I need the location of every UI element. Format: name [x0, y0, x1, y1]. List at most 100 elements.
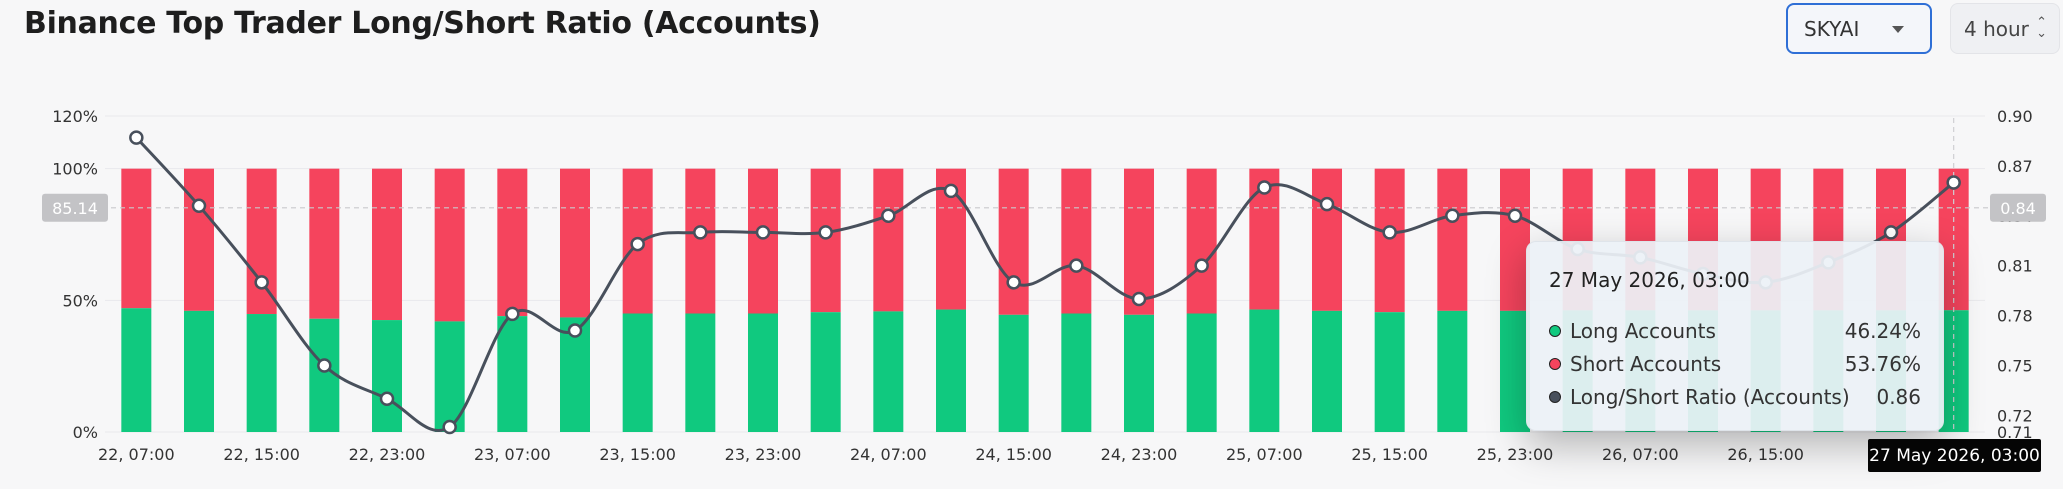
ratio-point: [1507, 208, 1523, 224]
short-bar: [246, 168, 277, 315]
long-bar: [1186, 313, 1217, 432]
long-bar: [998, 314, 1029, 432]
symbol-select[interactable]: SKYAI: [1786, 3, 1932, 54]
ratio-point: [442, 419, 457, 435]
ratio-point: [505, 306, 520, 322]
short-bar: [184, 168, 214, 311]
long-bar: [121, 308, 152, 432]
x-axis-tick: 23, 23:00: [725, 445, 802, 464]
ratio-point: [693, 225, 708, 240]
long-bar: [1374, 312, 1405, 432]
tooltip-row-short: Short Accounts 53.76%: [1549, 347, 1921, 380]
x-axis-tick: 25, 15:00: [1351, 445, 1428, 464]
tooltip-ratio-value: 0.86: [1876, 384, 1921, 409]
x-axis-tick: 25, 23:00: [1477, 445, 1554, 464]
left-axis-tick: 120%: [52, 107, 98, 126]
ratio-point: [1946, 175, 1961, 190]
x-axis-tick: 24, 07:00: [850, 445, 927, 464]
long-bar: [1312, 310, 1342, 432]
symbol-select-value: SKYAI: [1804, 16, 1860, 41]
right-axis-tick: 0.90: [1997, 107, 2033, 126]
long-bar: [1500, 310, 1530, 432]
right-ref-badge-label: 0.84: [2000, 199, 2036, 218]
short-bar: [1500, 168, 1530, 311]
x-axis-tick: 22, 15:00: [223, 445, 300, 464]
left-axis-tick: 100%: [52, 160, 98, 179]
short-bar: [1061, 168, 1092, 314]
updown-arrows-icon: ⌃ ⌄: [2036, 15, 2047, 41]
tooltip-short-label: Short Accounts: [1570, 351, 1722, 376]
long-bar: [748, 313, 778, 432]
short-bar: [1124, 168, 1154, 315]
short-bar: [121, 168, 152, 309]
tooltip-long-label: Long Accounts: [1570, 318, 1716, 343]
right-axis-tick: 0.75: [1997, 356, 2033, 375]
ratio-point: [1382, 225, 1397, 240]
tooltip-row-long: Long Accounts 46.24%: [1549, 314, 1921, 347]
tooltip-row-ratio: Long/Short Ratio (Accounts) 0.86: [1549, 380, 1921, 413]
left-ref-badge-label: 85.14: [52, 199, 98, 218]
long-bar: [497, 316, 528, 432]
short-bar: [810, 168, 841, 313]
short-bar: [560, 168, 590, 318]
short-bar: [1374, 168, 1405, 313]
x-axis-tick: 22, 07:00: [98, 445, 175, 464]
long-bar: [622, 313, 653, 432]
long-bar: [685, 313, 716, 432]
ratio-dot-icon: [1549, 390, 1561, 403]
x-axis-tick: 23, 07:00: [474, 445, 551, 464]
short-bar: [1437, 168, 1468, 311]
tooltip-short-value: 53.76%: [1844, 351, 1921, 376]
left-ref-badge: [42, 193, 108, 222]
long-bar: [936, 309, 966, 432]
ratio-point: [1257, 180, 1272, 195]
ratio-point: [1006, 275, 1021, 290]
right-axis-tick: 0.81: [1997, 257, 2033, 276]
tooltip-long-value: 46.24%: [1844, 318, 1921, 343]
ratio-point: [755, 225, 771, 240]
x-axis-tick: 23, 15:00: [599, 445, 676, 464]
x-axis-tick: 22, 23:00: [349, 445, 426, 464]
ratio-point: [1445, 208, 1460, 224]
ratio-point: [1194, 258, 1209, 273]
ratio-point: [1319, 196, 1335, 212]
ratio-point: [129, 130, 144, 145]
tooltip-title: 27 May 2026, 03:00: [1549, 268, 1750, 292]
chart-tooltip: 27 May 2026, 03:00 Long Accounts 46.24% …: [1526, 241, 1944, 431]
ratio-point: [818, 225, 833, 240]
ratio-point: [630, 236, 645, 252]
ratio-point: [881, 208, 896, 224]
page-title: Binance Top Trader Long/Short Ratio (Acc…: [24, 6, 821, 41]
right-axis-tick: 0.87: [1997, 157, 2033, 176]
long-bar: [873, 311, 904, 432]
long-bar: [246, 314, 277, 432]
long-bar: [372, 320, 402, 432]
short-bar: [748, 168, 778, 314]
x-axis-tick: 26, 15:00: [1727, 445, 1804, 464]
ratio-point: [254, 275, 269, 290]
short-bar: [372, 168, 402, 321]
interval-select-value: 4 hour: [1964, 16, 2029, 41]
ratio-point: [317, 358, 332, 373]
short-bar: [998, 168, 1029, 315]
short-bar: [685, 168, 716, 314]
right-ref-badge: [1990, 193, 2046, 222]
ratio-point: [1131, 291, 1147, 307]
interval-select[interactable]: 4 hour ⌃ ⌄: [1950, 3, 2060, 54]
x-axis-tick: 24, 23:00: [1101, 445, 1178, 464]
right-axis-tick: 0.71: [1997, 423, 2033, 442]
ratio-point: [379, 391, 395, 406]
left-axis-tick: 50%: [62, 291, 98, 310]
ratio-point: [943, 183, 959, 199]
x-axis-tick: 26, 07:00: [1602, 445, 1679, 464]
x-axis-tick: 24, 15:00: [975, 445, 1052, 464]
ratio-point: [1069, 258, 1084, 273]
right-axis-tick: 0.72: [1997, 406, 2033, 425]
short-bar: [434, 168, 465, 322]
ratio-point: [191, 198, 207, 214]
short-bar: [873, 168, 904, 312]
long-bar: [1061, 313, 1092, 432]
ratio-point: [567, 323, 583, 338]
x-hover-label: 27 May 2026, 03:00: [1868, 439, 2041, 472]
long-bar: [1249, 309, 1280, 432]
